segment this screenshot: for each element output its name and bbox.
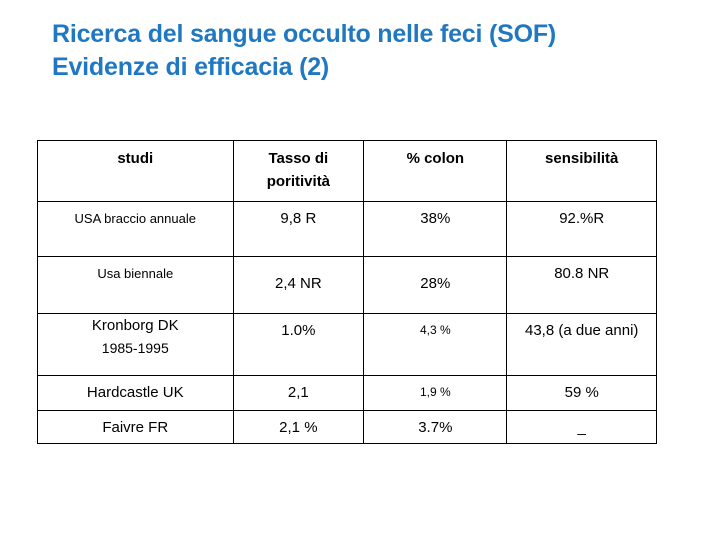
table-row: Faivre FR 2,1 % 3.7% _ xyxy=(37,410,657,444)
header-studi: studi xyxy=(37,140,234,202)
title-line-1: Ricerca del sangue occulto nelle feci (S… xyxy=(52,20,557,48)
efficacy-table: studi Tasso di poritività % colon sensib… xyxy=(37,140,657,444)
cell-tasso: 2,1 % xyxy=(232,410,365,444)
table-row: Kronborg DK 1985-1995 1.0% 4,3 % 43,8 (a… xyxy=(37,313,657,376)
cell-studi: Hardcastle UK xyxy=(37,375,234,411)
header-tasso: Tasso di poritività xyxy=(232,140,365,202)
cell-tasso: 2,1 xyxy=(232,375,365,411)
header-tasso-line-2: poritività xyxy=(266,173,331,190)
cell-studi: Faivre FR xyxy=(37,410,234,444)
table-row: Hardcastle UK 2,1 1,9 % 59 % xyxy=(37,375,657,411)
table-header-row: studi Tasso di poritività % colon sensib… xyxy=(37,140,657,202)
cell-colon: 3.7% xyxy=(363,410,508,444)
cell-studi-line-1: Kronborg DK xyxy=(91,317,179,334)
header-sensibilita: sensibilità xyxy=(506,140,657,202)
cell-sensibilita: 80.8 NR xyxy=(506,256,657,314)
cell-tasso: 1.0% xyxy=(232,313,365,376)
table-row: Usa biennale 2,4 NR 28% 80.8 NR xyxy=(37,256,657,314)
cell-sensibilita: 43,8 (a due anni) xyxy=(506,313,657,376)
cell-studi: USA braccio annuale xyxy=(37,201,234,257)
cell-sensibilita: 92.%R xyxy=(506,201,657,257)
cell-sensibilita: 59 % xyxy=(506,375,657,411)
header-colon: % colon xyxy=(363,140,508,202)
title-line-2: Evidenze di efficacia (2) xyxy=(52,53,330,81)
cell-tasso: 9,8 R xyxy=(232,201,365,257)
cell-studi: Usa biennale xyxy=(37,256,234,314)
cell-colon: 4,3 % xyxy=(363,313,508,376)
table-row: USA braccio annuale 9,8 R 38% 92.%R xyxy=(37,201,657,257)
slide-title: Ricerca del sangue occulto nelle feci (S… xyxy=(52,18,556,84)
header-tasso-line-1: Tasso di xyxy=(268,150,329,167)
cell-tasso: 2,4 NR xyxy=(232,256,365,314)
cell-colon: 28% xyxy=(363,256,508,314)
cell-colon: 1,9 % xyxy=(363,375,508,411)
cell-colon: 38% xyxy=(363,201,508,257)
cell-studi-line-2: 1985-1995 xyxy=(101,340,169,356)
cell-sensibilita: _ xyxy=(506,410,657,444)
cell-studi: Kronborg DK 1985-1995 xyxy=(37,313,234,376)
